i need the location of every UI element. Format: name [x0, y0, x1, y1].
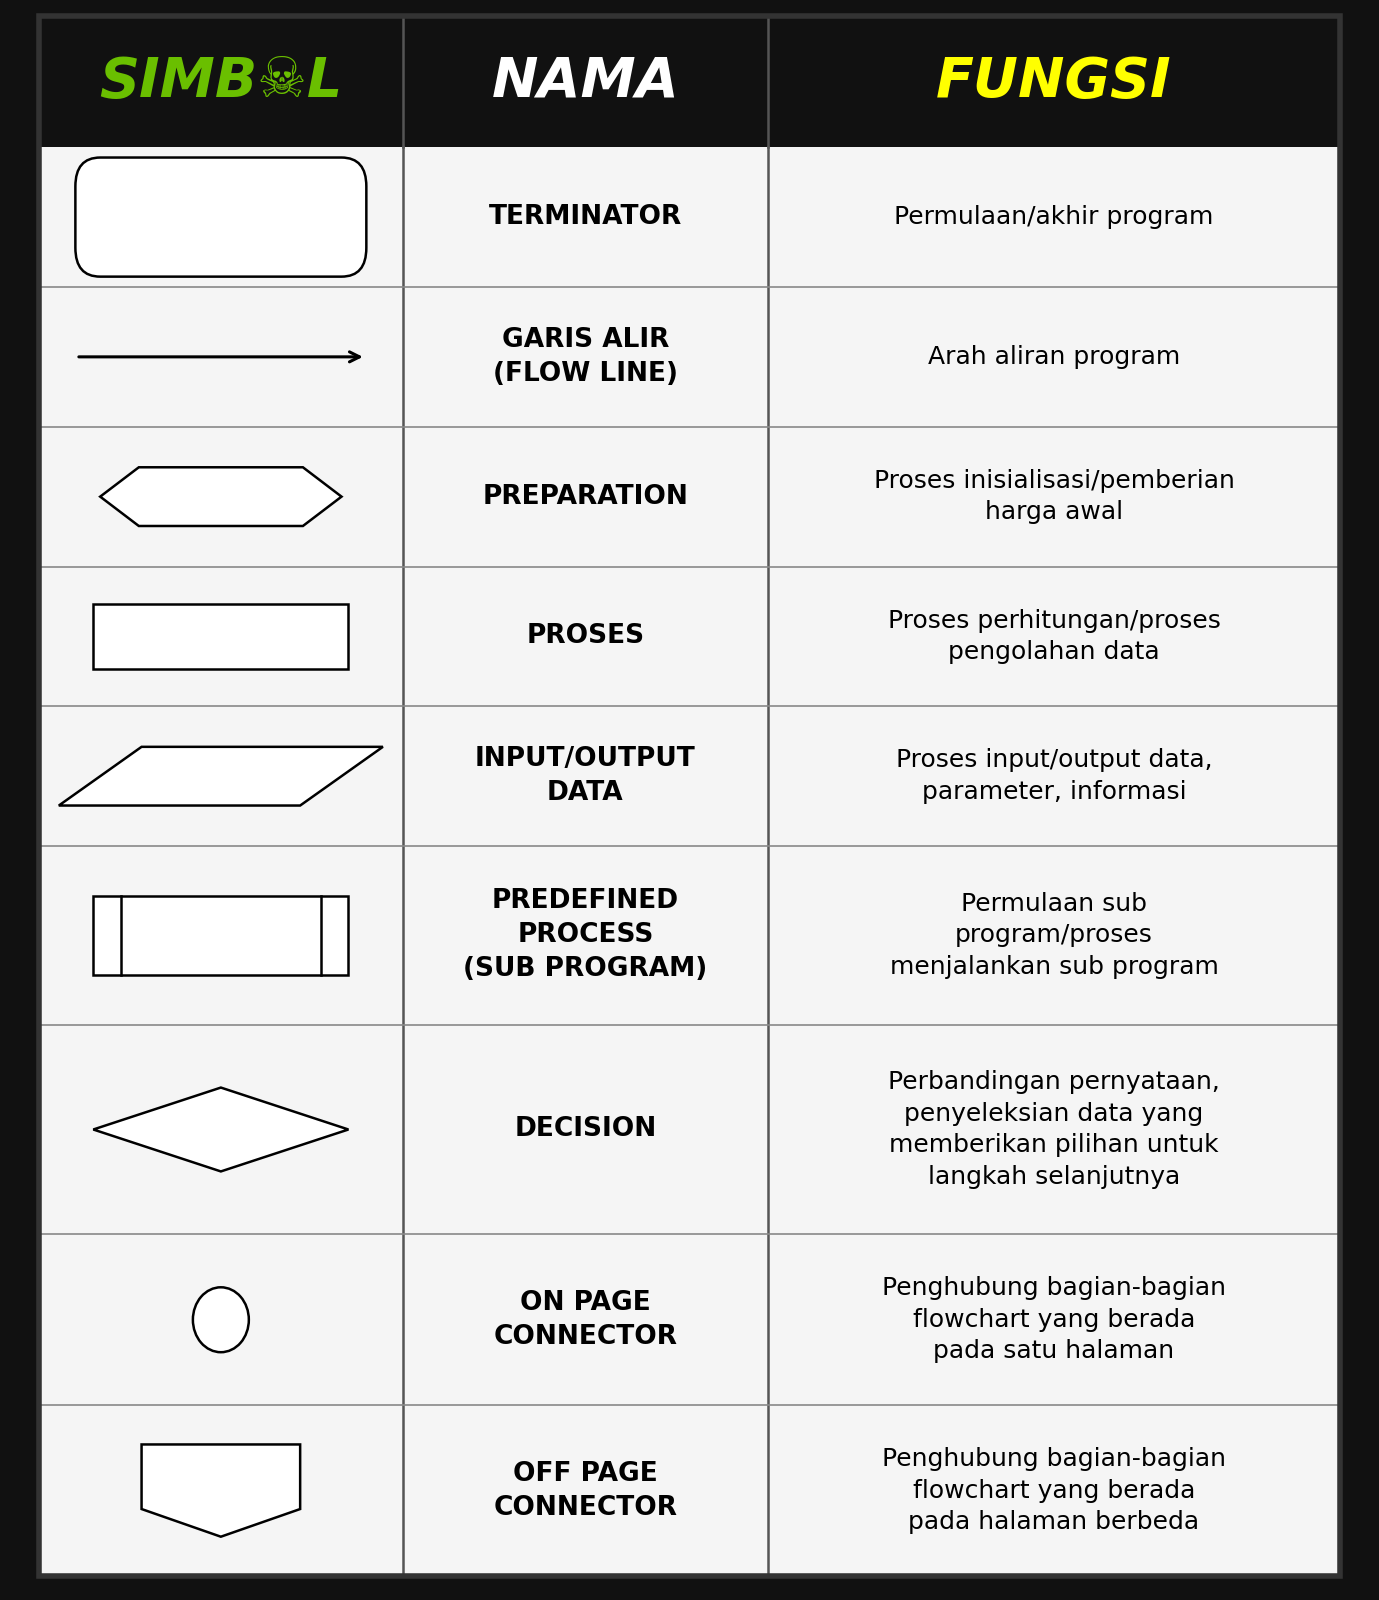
Text: Proses inisialisasi/pemberian
harga awal: Proses inisialisasi/pemberian harga awal	[873, 469, 1234, 525]
Text: PREPARATION: PREPARATION	[483, 483, 688, 510]
Text: OFF PAGE
CONNECTOR: OFF PAGE CONNECTOR	[494, 1461, 677, 1520]
Text: TERMINATOR: TERMINATOR	[488, 205, 683, 230]
Ellipse shape	[193, 1288, 248, 1352]
Text: ON PAGE
CONNECTOR: ON PAGE CONNECTOR	[494, 1290, 677, 1350]
Text: Penghubung bagian-bagian
flowchart yang berada
pada halaman berbeda: Penghubung bagian-bagian flowchart yang …	[883, 1446, 1226, 1534]
FancyBboxPatch shape	[76, 157, 367, 277]
Text: NAMA: NAMA	[491, 54, 680, 109]
Bar	[39, 147, 1340, 1576]
Bar	[94, 605, 349, 669]
Text: Proses perhitungan/proses
pengolahan data: Proses perhitungan/proses pengolahan dat…	[888, 608, 1220, 664]
Text: PROSES: PROSES	[527, 624, 644, 650]
Polygon shape	[142, 1445, 301, 1536]
Text: Proses input/output data,
parameter, informasi: Proses input/output data, parameter, inf…	[896, 749, 1212, 803]
Text: INPUT/OUTPUT
DATA: INPUT/OUTPUT DATA	[474, 746, 696, 806]
Text: Arah aliran program: Arah aliran program	[928, 346, 1180, 370]
Polygon shape	[59, 747, 383, 805]
Polygon shape	[94, 1088, 349, 1171]
Text: SIMB☠L: SIMB☠L	[99, 54, 342, 109]
Text: Permulaan/akhir program: Permulaan/akhir program	[895, 205, 1214, 229]
Text: DECISION: DECISION	[514, 1117, 656, 1142]
Text: PREDEFINED
PROCESS
(SUB PROGRAM): PREDEFINED PROCESS (SUB PROGRAM)	[463, 888, 707, 982]
Polygon shape	[101, 467, 342, 526]
Bar	[94, 896, 349, 974]
Text: GARIS ALIR
(FLOW LINE): GARIS ALIR (FLOW LINE)	[492, 326, 678, 387]
Text: Penghubung bagian-bagian
flowchart yang berada
pada satu halaman: Penghubung bagian-bagian flowchart yang …	[883, 1277, 1226, 1363]
Text: Perbandingan pernyataan,
penyeleksian data yang
memberikan pilihan untuk
langkah: Perbandingan pernyataan, penyeleksian da…	[888, 1070, 1220, 1189]
Text: Permulaan sub
program/proses
menjalankan sub program: Permulaan sub program/proses menjalankan…	[889, 891, 1219, 979]
Text: FUNGSI: FUNGSI	[936, 54, 1172, 109]
Bar	[39, 16, 1340, 147]
